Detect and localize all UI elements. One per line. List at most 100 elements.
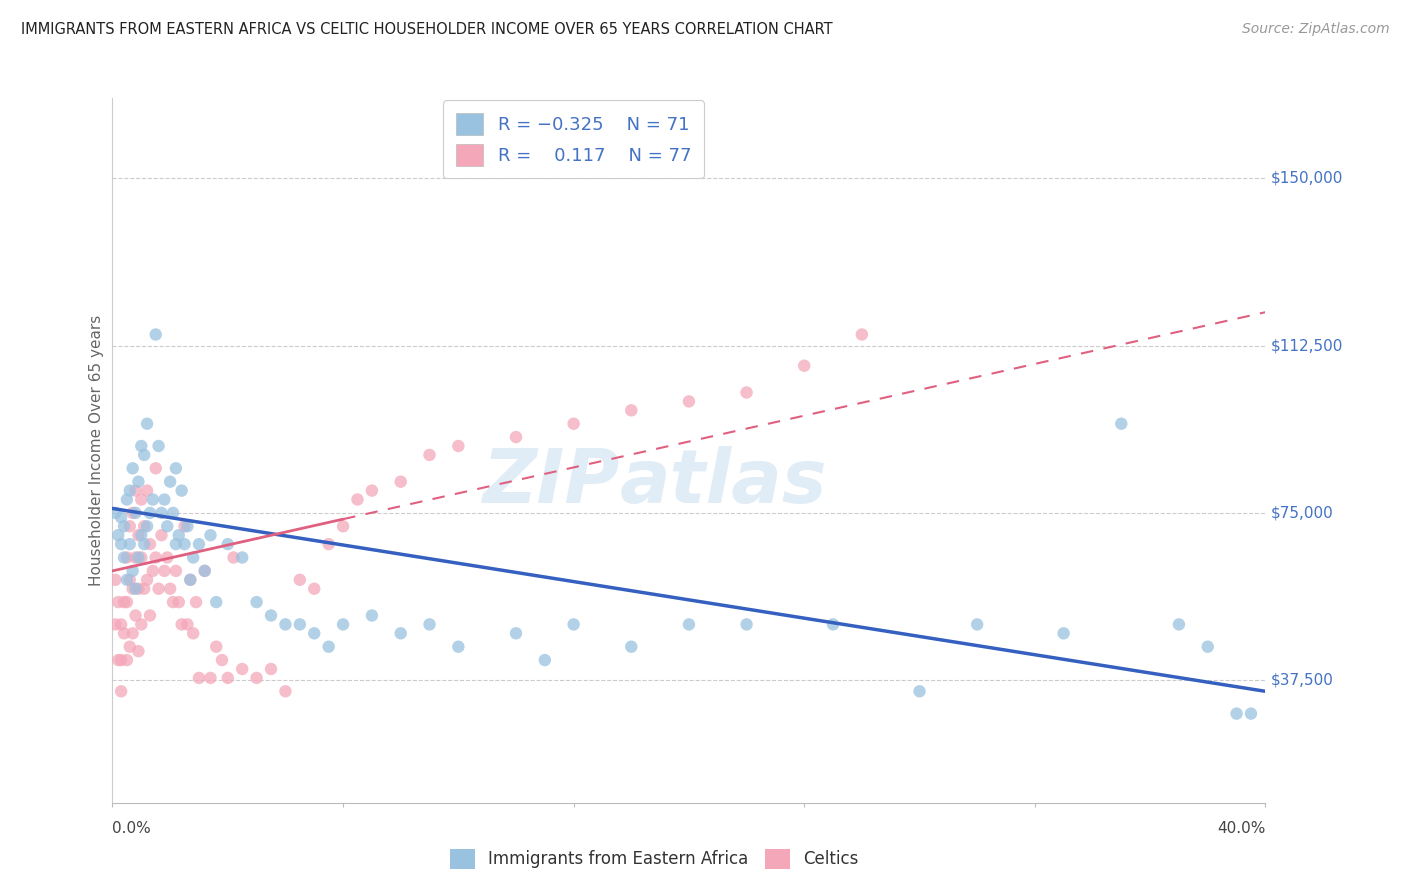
Point bbox=[288, 573, 311, 587]
Point bbox=[112, 550, 135, 565]
Point bbox=[245, 595, 267, 609]
Point bbox=[115, 492, 138, 507]
Point bbox=[851, 327, 873, 342]
Point bbox=[127, 475, 149, 489]
Point bbox=[110, 537, 132, 551]
Point bbox=[533, 653, 555, 667]
Legend: Immigrants from Eastern Africa, Celtics: Immigrants from Eastern Africa, Celtics bbox=[443, 842, 866, 876]
Point bbox=[966, 617, 988, 632]
Point bbox=[118, 519, 141, 533]
Point bbox=[162, 595, 184, 609]
Point bbox=[181, 626, 204, 640]
Point bbox=[121, 626, 143, 640]
Point bbox=[124, 550, 146, 565]
Text: IMMIGRANTS FROM EASTERN AFRICA VS CELTIC HOUSEHOLDER INCOME OVER 65 YEARS CORREL: IMMIGRANTS FROM EASTERN AFRICA VS CELTIC… bbox=[21, 22, 832, 37]
Point bbox=[176, 519, 198, 533]
Point bbox=[110, 684, 132, 698]
Text: 0.0%: 0.0% bbox=[112, 821, 152, 836]
Point bbox=[165, 564, 187, 578]
Point bbox=[134, 582, 156, 596]
Point bbox=[127, 528, 149, 542]
Point bbox=[115, 653, 138, 667]
Point bbox=[112, 519, 135, 533]
Point bbox=[121, 506, 143, 520]
Point bbox=[1197, 640, 1219, 654]
Point bbox=[678, 617, 700, 632]
Point bbox=[1167, 617, 1189, 632]
Text: $112,500: $112,500 bbox=[1271, 338, 1343, 353]
Point bbox=[153, 492, 176, 507]
Point bbox=[1240, 706, 1263, 721]
Point bbox=[167, 528, 190, 542]
Point bbox=[620, 403, 643, 417]
Point bbox=[167, 595, 190, 609]
Point bbox=[110, 617, 132, 632]
Text: 40.0%: 40.0% bbox=[1218, 821, 1265, 836]
Point bbox=[205, 595, 228, 609]
Point bbox=[260, 662, 283, 676]
Point bbox=[200, 528, 222, 542]
Point bbox=[110, 510, 132, 524]
Point bbox=[129, 617, 153, 632]
Point bbox=[118, 640, 141, 654]
Point bbox=[118, 483, 141, 498]
Point bbox=[389, 475, 412, 489]
Point bbox=[142, 492, 165, 507]
Point bbox=[165, 537, 187, 551]
Point bbox=[562, 417, 585, 431]
Point bbox=[821, 617, 844, 632]
Point bbox=[156, 550, 179, 565]
Point bbox=[129, 550, 153, 565]
Point bbox=[148, 439, 170, 453]
Y-axis label: Householder Income Over 65 years: Householder Income Over 65 years bbox=[89, 315, 104, 586]
Point bbox=[115, 573, 138, 587]
Point bbox=[112, 595, 135, 609]
Text: atlas: atlas bbox=[620, 446, 827, 518]
Point bbox=[170, 483, 193, 498]
Point bbox=[217, 671, 239, 685]
Point bbox=[153, 564, 176, 578]
Point bbox=[142, 564, 165, 578]
Point bbox=[145, 550, 167, 565]
Point bbox=[211, 653, 233, 667]
Point bbox=[217, 537, 239, 551]
Point bbox=[245, 671, 267, 685]
Text: $150,000: $150,000 bbox=[1271, 171, 1343, 186]
Point bbox=[620, 640, 643, 654]
Point bbox=[173, 519, 195, 533]
Point bbox=[288, 617, 311, 632]
Point bbox=[188, 537, 211, 551]
Point bbox=[107, 653, 129, 667]
Point bbox=[184, 595, 207, 609]
Point bbox=[231, 550, 253, 565]
Point bbox=[260, 608, 283, 623]
Point bbox=[181, 550, 204, 565]
Point bbox=[121, 564, 143, 578]
Point bbox=[304, 626, 326, 640]
Point bbox=[107, 528, 129, 542]
Point bbox=[346, 492, 368, 507]
Point bbox=[121, 461, 143, 475]
Point bbox=[145, 461, 167, 475]
Point bbox=[332, 617, 354, 632]
Point bbox=[134, 448, 156, 462]
Point bbox=[159, 582, 181, 596]
Point bbox=[505, 626, 527, 640]
Text: Source: ZipAtlas.com: Source: ZipAtlas.com bbox=[1241, 22, 1389, 37]
Point bbox=[1111, 417, 1133, 431]
Point bbox=[274, 617, 297, 632]
Point bbox=[173, 537, 195, 551]
Point bbox=[231, 662, 253, 676]
Point bbox=[112, 626, 135, 640]
Point bbox=[179, 573, 201, 587]
Point bbox=[332, 519, 354, 533]
Point bbox=[318, 537, 340, 551]
Point bbox=[194, 564, 217, 578]
Point bbox=[136, 483, 159, 498]
Point bbox=[735, 385, 758, 400]
Point bbox=[104, 573, 127, 587]
Point bbox=[124, 582, 146, 596]
Point bbox=[127, 550, 149, 565]
Point bbox=[136, 519, 159, 533]
Point bbox=[118, 537, 141, 551]
